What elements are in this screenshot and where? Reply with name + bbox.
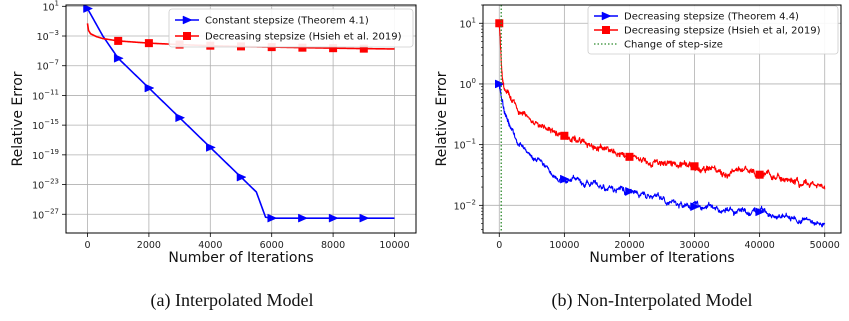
panel-b-legend: Decreasing stepsize (Theorem 4.4) Decreas… <box>587 5 839 55</box>
marker-constant-stepsize-theorem-4-1 <box>328 213 339 223</box>
panel-b-ticks: 0 10000 20000 30000 40000 50000 101 100 10−1 10−2 <box>454 4 840 251</box>
marker-constant-stepsize-theorem-4-1 <box>83 5 94 13</box>
marker-decreasing-stepsize-theorem-4-4 <box>690 202 701 212</box>
series-line-decreasing-stepsize-theorem-4-4 <box>498 82 826 228</box>
y-tick-label: 10−3 <box>37 29 59 43</box>
panel-a-xlabel: Number of Iterations <box>168 250 313 266</box>
y-tick-label: 10−1 <box>454 138 476 152</box>
marker-decreasing-stepsize-hsieh-et-al-2019 <box>495 19 504 28</box>
marker-decreasing-stepsize-hsieh-et-al-2019 <box>144 39 153 48</box>
marker-constant-stepsize-theorem-4-1 <box>175 113 186 123</box>
marker-decreasing-stepsize-hsieh-et-al-2019 <box>359 44 368 53</box>
marker-decreasing-stepsize-hsieh-et-al-2019 <box>560 131 569 140</box>
legend-entry-label: Decreasing stepsize (Theorem 4.4) <box>624 12 799 23</box>
panel-a-ylabel: Relative Error <box>10 71 26 166</box>
legend-box <box>587 5 839 55</box>
panel-a-interpolated: 0 2000 4000 6000 8000 10000 101 10−3 10−7 10−11 10… <box>10 0 417 311</box>
marker-decreasing-stepsize-hsieh-et-al-2019 <box>625 152 634 161</box>
marker-constant-stepsize-theorem-4-1 <box>298 213 309 223</box>
x-tick-label: 20000 <box>614 240 644 251</box>
marker-decreasing-stepsize-hsieh-et-al-2019 <box>329 44 338 53</box>
marker-decreasing-stepsize-hsieh-et-al-2019 <box>755 170 764 179</box>
panel-a-legend: Constant stepsize (Theorem 4.1) Decreasin… <box>168 8 414 48</box>
panel-b-gridlines <box>483 5 841 233</box>
legend-entry-label: Constant stepsize (Theorem 4.1) <box>205 16 369 27</box>
panel-a-ticks: 0 2000 4000 6000 8000 10000 101 10−3 10−7 10−11 10… <box>32 0 410 251</box>
legend-entry-label: Decreasing stepsize (Hsieh et al, 2019) <box>624 26 821 37</box>
y-tick-label: 101 <box>42 0 59 13</box>
legend-swatch-marker <box>602 26 610 34</box>
panel-b-ylabel: Relative Error <box>434 71 450 166</box>
panel-b-series-layer <box>495 5 826 233</box>
marker-constant-stepsize-theorem-4-1 <box>359 213 370 223</box>
x-tick-label: 4000 <box>198 240 222 251</box>
marker-decreasing-stepsize-theorem-4-4 <box>755 207 766 217</box>
legend-entry-label: Decreasing stepsize (Hsieh et al. 2019) <box>205 32 402 43</box>
x-tick-label: 0 <box>496 240 502 251</box>
panel-a-axes-frame <box>65 4 417 234</box>
marker-constant-stepsize-theorem-4-1 <box>236 172 247 182</box>
marker-constant-stepsize-theorem-4-1 <box>144 83 155 93</box>
y-tick-label: 100 <box>459 77 476 91</box>
marker-constant-stepsize-theorem-4-1 <box>113 53 124 63</box>
legend-entry-label: Change of step-size <box>624 40 723 51</box>
marker-decreasing-stepsize-hsieh-et-al-2019 <box>690 162 699 171</box>
marker-constant-stepsize-theorem-4-1 <box>267 213 278 223</box>
y-tick-label: 10−19 <box>32 148 59 162</box>
x-tick-label: 2000 <box>137 240 161 251</box>
x-tick-label: 40000 <box>745 240 775 251</box>
panel-b-xlabel: Number of Iterations <box>589 250 734 266</box>
panel-a-caption: (a) Interpolated Model <box>151 290 314 311</box>
y-tick-label: 10−23 <box>32 178 59 192</box>
x-tick-label: 10000 <box>549 240 579 251</box>
marker-decreasing-stepsize-hsieh-et-al-2019 <box>298 43 307 52</box>
marker-decreasing-stepsize-theorem-4-4 <box>495 79 505 89</box>
marker-decreasing-stepsize-hsieh-et-al-2019 <box>114 36 123 45</box>
x-tick-label: 10000 <box>379 240 409 251</box>
legend-swatch-marker <box>601 11 612 21</box>
y-tick-label: 101 <box>459 16 476 30</box>
panel-b-non-interpolated: 0 10000 20000 30000 40000 50000 101 100 10−1 10−2… <box>434 4 842 311</box>
legend-swatch-marker <box>183 32 191 40</box>
y-tick-label: 10−2 <box>454 198 476 212</box>
y-tick-label: 10−15 <box>32 118 59 132</box>
marker-constant-stepsize-theorem-4-1 <box>206 143 216 152</box>
panel-b-axes-frame <box>482 4 842 234</box>
y-tick-label: 10−27 <box>32 207 59 221</box>
x-tick-label: 30000 <box>679 240 709 251</box>
series-line-decreasing-stepsize-hsieh-et-al-2019 <box>498 23 826 190</box>
x-tick-label: 0 <box>84 240 90 251</box>
panel-b-caption: (b) Non-Interpolated Model <box>552 290 753 311</box>
x-tick-label: 8000 <box>321 240 345 251</box>
legend-box <box>168 8 414 48</box>
x-tick-label: 50000 <box>810 240 840 251</box>
y-tick-label: 10−11 <box>32 88 59 102</box>
legend-swatch-marker <box>182 15 193 25</box>
y-tick-label: 10−7 <box>37 59 59 73</box>
x-tick-label: 6000 <box>260 240 284 251</box>
marker-decreasing-stepsize-theorem-4-4 <box>560 174 570 184</box>
marker-decreasing-stepsize-theorem-4-4 <box>625 186 636 196</box>
